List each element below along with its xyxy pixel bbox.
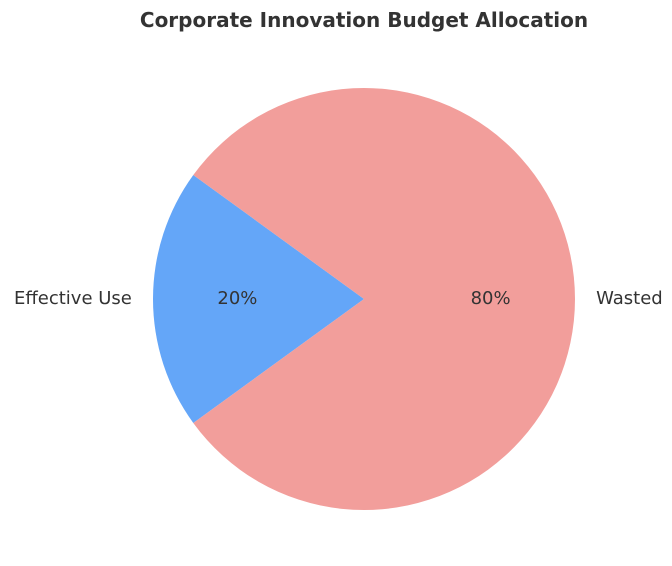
pie-slice-wasted bbox=[193, 87, 575, 510]
pie-labels: Effective Use 20% Wasted 80% bbox=[14, 288, 663, 309]
pie-slices bbox=[153, 87, 575, 510]
slice-label: Effective Use bbox=[14, 288, 132, 309]
slice-percent-label: 20% bbox=[217, 288, 257, 309]
slice-percent-label: 80% bbox=[471, 288, 511, 309]
slice-label: Wasted bbox=[596, 288, 663, 309]
chart-title: Corporate Innovation Budget Allocation bbox=[140, 8, 588, 32]
pie-slice-effective-use bbox=[153, 174, 364, 424]
